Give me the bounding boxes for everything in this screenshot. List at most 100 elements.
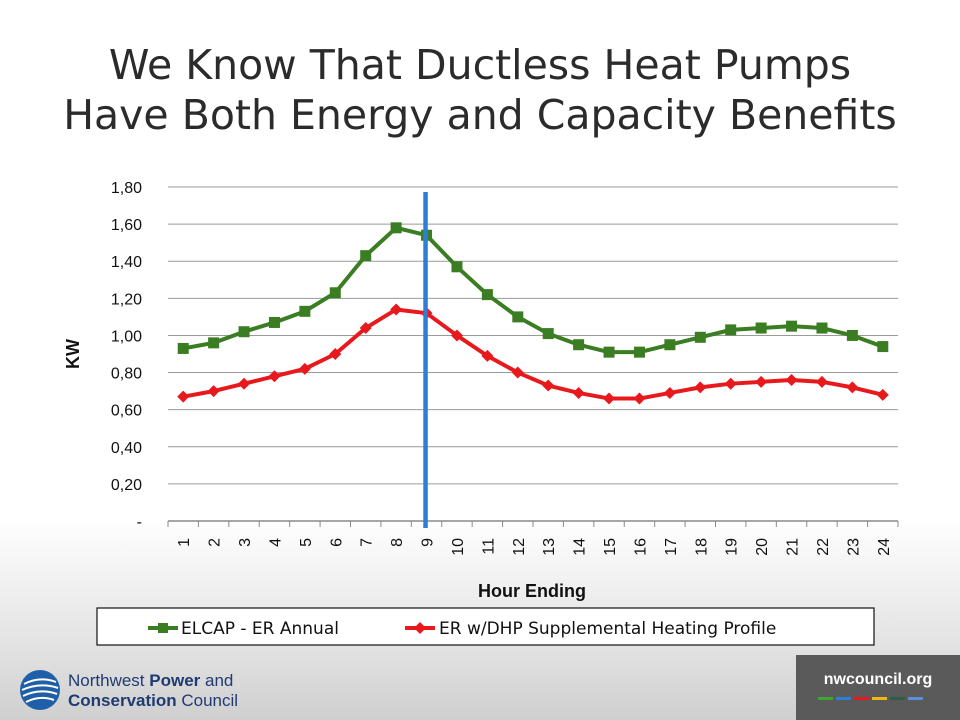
org-name-line1-regular: Northwest xyxy=(68,671,150,690)
color-bar xyxy=(872,697,887,700)
data-point xyxy=(238,326,250,338)
x-tick-label: 17 xyxy=(663,538,680,556)
website-link[interactable]: nwcouncil.org xyxy=(823,671,933,688)
data-point xyxy=(360,250,372,262)
x-tick-label: 23 xyxy=(845,538,862,556)
data-point xyxy=(664,339,676,351)
y-tick-label: 1,20 xyxy=(111,291,142,308)
x-tick-label: 8 xyxy=(389,538,406,547)
legend-swatch-marker xyxy=(158,623,168,633)
series-line xyxy=(182,307,884,401)
data-point xyxy=(694,331,706,343)
x-tick-label: 18 xyxy=(693,538,710,556)
x-tick-label: 16 xyxy=(632,538,649,556)
data-point xyxy=(572,386,585,399)
y-tick-label: 1,80 xyxy=(111,180,142,197)
data-point xyxy=(876,388,889,401)
legend-label: ELCAP - ER Annual xyxy=(181,619,339,639)
y-tick-label: 1,40 xyxy=(111,254,142,271)
x-tick-label: 24 xyxy=(876,538,893,556)
y-tick-label: 0,40 xyxy=(111,440,142,457)
y-tick-label: 1,00 xyxy=(111,328,142,345)
data-point xyxy=(359,322,372,335)
y-tick-label: - xyxy=(137,514,142,531)
data-point xyxy=(603,392,616,405)
series-line xyxy=(182,225,884,355)
color-bars xyxy=(818,697,938,700)
data-point xyxy=(268,316,280,328)
website-badge[interactable]: nwcouncil.org xyxy=(796,655,960,720)
x-tick-label: 21 xyxy=(785,538,802,556)
data-point xyxy=(542,328,554,340)
slide-title: We Know That Ductless Heat Pumps Have Bo… xyxy=(0,40,960,140)
data-point xyxy=(208,337,220,349)
color-bar xyxy=(908,697,923,700)
data-point xyxy=(238,377,251,390)
chart-legend: ELCAP - ER Annual ER w/DHP Supplemental H… xyxy=(96,607,875,646)
data-point xyxy=(481,289,493,301)
org-name-line2-bold: Conservation xyxy=(68,691,177,710)
x-tick-label: 5 xyxy=(298,538,315,547)
data-point xyxy=(329,287,341,299)
x-tick-label: 1 xyxy=(176,538,193,547)
legend-label: ER w/DHP Supplemental Heating Profile xyxy=(439,619,776,639)
x-tick-label: 6 xyxy=(328,538,345,547)
x-axis-label: Hour Ending xyxy=(478,581,586,601)
x-tick-label: 9 xyxy=(420,538,437,547)
data-point xyxy=(177,342,189,354)
data-point xyxy=(633,392,646,405)
x-tick-label: 19 xyxy=(724,538,741,556)
y-tick-label: 0,60 xyxy=(111,403,142,420)
chart-series xyxy=(177,222,889,405)
data-point xyxy=(846,329,858,341)
y-tick-label: 0,20 xyxy=(111,477,142,494)
data-point xyxy=(815,375,828,388)
data-point xyxy=(511,366,524,379)
data-point xyxy=(755,322,767,334)
y-axis-tick-labels: - 0,20 0,40 0,60 0,80 1,00 1,20 1,40 1,60 1,80 xyxy=(111,180,142,531)
x-tick-label: 13 xyxy=(541,538,558,556)
x-tick-label: 20 xyxy=(754,538,771,556)
data-point xyxy=(451,261,463,273)
color-bar xyxy=(836,697,851,700)
data-point xyxy=(633,346,645,358)
x-tick-label: 3 xyxy=(237,538,254,547)
org-name: Northwest Power and Conservation Council xyxy=(68,671,288,711)
data-point xyxy=(177,390,190,403)
legend-swatch-marker xyxy=(414,622,426,634)
data-point xyxy=(390,222,402,234)
data-point xyxy=(390,303,403,316)
data-point xyxy=(877,341,889,353)
org-logo: Northwest Power and Conservation Council xyxy=(18,668,278,712)
x-axis-tick-labels: 1 2 3 4 5 6 7 8 9 10 11 12 13 14 15 16 17 18 19 20 21 22 23 24 xyxy=(167,521,899,556)
org-name-line1-bold: Power xyxy=(149,671,201,690)
y-axis-label: KW xyxy=(63,339,83,369)
color-bar xyxy=(890,697,905,700)
org-name-line2-tail: Council xyxy=(176,691,239,710)
color-bar xyxy=(854,697,869,700)
data-point xyxy=(450,329,463,342)
x-tick-label: 2 xyxy=(207,538,224,547)
data-point xyxy=(846,381,859,394)
legend-box xyxy=(96,607,875,646)
color-bar xyxy=(818,697,833,700)
chart-gridlines xyxy=(168,186,898,485)
data-point xyxy=(298,362,311,375)
x-tick-label: 4 xyxy=(267,538,284,547)
y-tick-label: 1,60 xyxy=(111,217,142,234)
data-point xyxy=(268,370,281,383)
data-point xyxy=(786,320,798,332)
x-tick-label: 15 xyxy=(602,538,619,556)
globe-logo-icon xyxy=(20,670,60,710)
data-point xyxy=(542,379,555,392)
data-point xyxy=(299,305,311,317)
data-point xyxy=(694,381,707,394)
x-tick-label: 7 xyxy=(359,538,376,547)
footer: Northwest Power and Conservation Council… xyxy=(0,655,960,720)
x-tick-label: 14 xyxy=(572,538,589,556)
data-point xyxy=(329,348,342,360)
x-tick-label: 12 xyxy=(511,538,528,556)
data-point xyxy=(755,375,768,388)
